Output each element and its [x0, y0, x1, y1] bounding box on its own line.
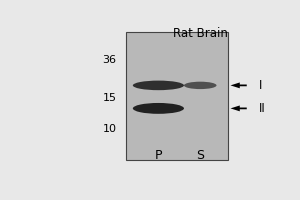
FancyArrow shape: [230, 82, 247, 88]
Text: 15: 15: [103, 93, 117, 103]
Text: Rat Brain: Rat Brain: [173, 27, 228, 40]
Text: I: I: [258, 79, 262, 92]
Text: 36: 36: [103, 55, 117, 65]
Ellipse shape: [133, 103, 184, 114]
Bar: [126, 32, 228, 160]
Text: 10: 10: [103, 124, 117, 134]
Text: P: P: [155, 149, 162, 162]
Ellipse shape: [133, 81, 184, 90]
Text: S: S: [196, 149, 204, 162]
Text: II: II: [258, 102, 265, 115]
Ellipse shape: [184, 82, 217, 89]
FancyArrow shape: [230, 105, 247, 111]
